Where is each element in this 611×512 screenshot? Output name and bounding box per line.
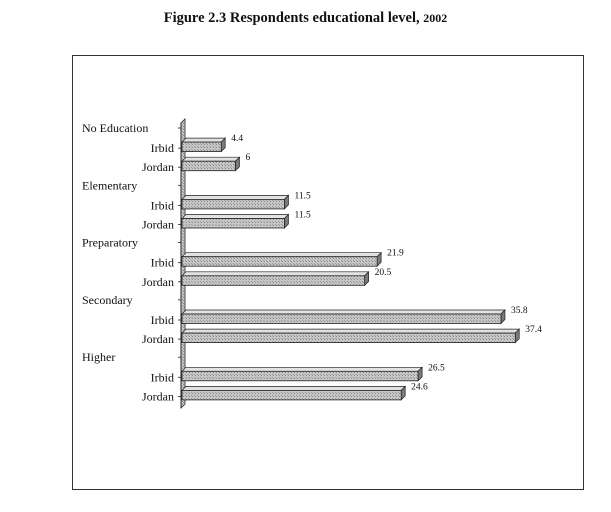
bar-top-face: [181, 252, 382, 258]
category-label-secondary: Secondary: [82, 293, 133, 307]
bar-top-face: [181, 309, 506, 315]
bar-top-face: [181, 328, 521, 334]
category-label-preparatory: Preparatory: [82, 236, 138, 250]
series-label-secondary-irbid: Irbid: [151, 313, 174, 327]
bar-top-face: [181, 271, 370, 277]
series-label-preparatory-jordan: Jordan: [142, 275, 174, 289]
series-label-preparatory-irbid: Irbid: [151, 256, 174, 270]
series-label-no-education-jordan: Jordan: [142, 160, 174, 174]
series-label-elementary-jordan: Jordan: [142, 218, 174, 232]
series-label-secondary-jordan: Jordan: [142, 332, 174, 346]
data-labels: 4.46 11.5 11.5 21.9 20.5 35.8 37.4 26.524.6: [231, 134, 542, 392]
category-label-no-education: No Education: [82, 121, 148, 135]
bar-higher-irbid: [181, 366, 423, 382]
series-label-higher-irbid: Irbid: [151, 370, 174, 384]
data-label-no-education-irbid: 4.4: [231, 134, 243, 144]
bar-secondary-jordan: [181, 328, 521, 344]
chart-title-year: 2002: [423, 11, 448, 25]
bar-no-education-jordan: [181, 156, 241, 172]
bar-no-education-irbid: [181, 137, 227, 153]
category-label-elementary: Elementary: [82, 178, 137, 192]
bar-front-face: [181, 332, 516, 344]
bar-higher-jordan: [181, 385, 407, 401]
bar-front-face: [181, 198, 285, 210]
bar-front-face: [181, 160, 236, 172]
bar-front-face: [181, 389, 402, 401]
bar-front-face: [181, 218, 285, 229]
bar-front-face: [181, 275, 366, 286]
bar-secondary-irbid: [181, 309, 506, 325]
bar-front-face: [181, 141, 222, 153]
data-label-secondary-irbid: 35.8: [511, 306, 528, 316]
data-label-higher-irbid: 26.5: [428, 363, 445, 373]
bar-front-face: [181, 313, 502, 324]
category-label-higher: Higher: [82, 350, 115, 364]
data-label-elementary-irbid: 11.5: [294, 191, 311, 201]
chart-title: Figure 2.3 Respondents educational level…: [0, 10, 611, 27]
data-label-secondary-jordan: 37.4: [525, 325, 542, 335]
bar-top-face: [181, 366, 423, 372]
data-label-higher-jordan: 24.6: [411, 382, 428, 392]
chart-frame: [72, 55, 584, 490]
bars: [181, 137, 521, 401]
bar-top-face: [181, 386, 407, 391]
series-label-no-education-irbid: Irbid: [151, 141, 174, 155]
category-labels: No EducationIrbidJordanElementaryIrbidJo…: [82, 121, 174, 403]
bar-front-face: [181, 370, 419, 382]
bar-top-face: [181, 214, 290, 219]
bar-top-face: [181, 137, 227, 143]
series-label-higher-jordan: Jordan: [142, 389, 174, 403]
bar-elementary-jordan: [181, 213, 290, 229]
data-label-preparatory-irbid: 21.9: [387, 249, 404, 259]
series-label-elementary-irbid: Irbid: [151, 198, 174, 212]
bar-elementary-irbid: [181, 194, 290, 210]
data-label-preparatory-jordan: 20.5: [375, 268, 392, 278]
chart-title-text: Figure 2.3 Respondents educational level…: [163, 10, 420, 26]
data-label-no-education-jordan: 6: [245, 153, 250, 163]
bar-preparatory-jordan: [181, 270, 370, 287]
data-label-elementary-jordan: 11.5: [294, 211, 311, 221]
bar-preparatory-irbid: [181, 251, 382, 268]
bar-top-face: [181, 195, 290, 200]
bar-top-face: [181, 156, 241, 162]
bar-front-face: [181, 256, 378, 267]
